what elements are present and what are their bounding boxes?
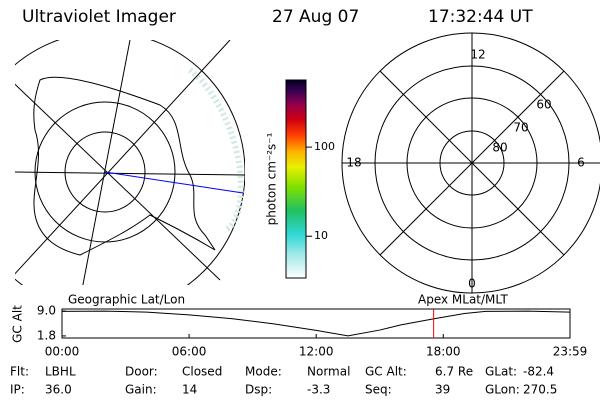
field-label: GLat: — [485, 365, 517, 379]
field-label: IP: — [10, 383, 25, 397]
altitude-ylabel: GC Alt — [11, 305, 25, 343]
field-label: Seq: — [365, 383, 392, 397]
y-tick-label: 1.8 — [37, 328, 56, 342]
lat-label: 60 — [536, 98, 551, 112]
x-tick-label: 06:00 — [172, 345, 207, 359]
field-label: GLon: — [485, 383, 520, 397]
field-value: -3.3 — [307, 383, 330, 397]
colorbar-tick-label: 10 — [314, 229, 328, 242]
colorbar-tick-label: 100 — [314, 140, 335, 153]
x-tick-label: 12:00 — [299, 345, 334, 359]
date: 27 Aug 07 — [272, 7, 359, 27]
time: 17:32:44 UT — [428, 7, 533, 27]
field-label: Flt: — [10, 365, 29, 379]
x-tick-label: 23:59 — [553, 345, 588, 359]
y-tick-label: 9.0 — [37, 304, 56, 318]
magnetic-map — [341, 32, 600, 294]
mlt-label: 0 — [468, 277, 476, 291]
x-tick-label: 00:00 — [45, 345, 80, 359]
colorbar — [285, 79, 307, 279]
field-value: 270.5 — [523, 383, 557, 397]
altitude-line — [61, 310, 571, 337]
field-label: Gain: — [125, 383, 157, 397]
altitude-frame — [61, 308, 571, 339]
left-map-label: Geographic Lat/Lon — [68, 293, 185, 307]
field-value: Closed — [182, 365, 222, 379]
geographic-map — [15, 40, 245, 285]
x-tick-label: 18:00 — [426, 345, 461, 359]
lat-label: 80 — [492, 141, 507, 155]
field-value: 6.7 Re — [435, 365, 473, 379]
field-value: LBHL — [45, 365, 76, 379]
field-label: Mode: — [245, 365, 282, 379]
mlt-label: 6 — [577, 156, 585, 170]
colorbar-label: photon cm⁻²s⁻¹ — [265, 132, 279, 225]
lat-label: 70 — [513, 121, 528, 135]
field-label: Dsp: — [245, 383, 272, 397]
mlt-label: 18 — [346, 156, 361, 170]
mlt-label: 12 — [470, 48, 485, 62]
field-value: -82.4 — [523, 365, 554, 379]
title: Ultraviolet Imager — [22, 7, 176, 27]
right-map-label: Apex MLat/MLT — [418, 293, 508, 307]
field-value: Normal — [307, 365, 350, 379]
field-value: 36.0 — [45, 383, 72, 397]
field-value: 39 — [435, 383, 450, 397]
field-label: Door: — [125, 365, 158, 379]
field-value: 14 — [182, 383, 197, 397]
field-label: GC Alt: — [365, 365, 407, 379]
